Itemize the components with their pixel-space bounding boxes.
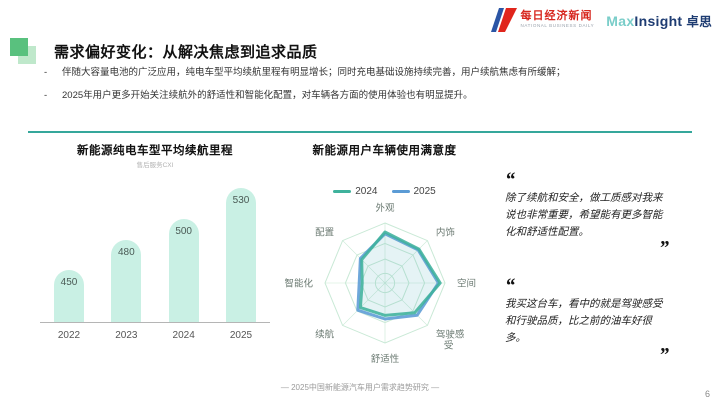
bullet-text: 2025年用户更多开始关注续航外的舒适性和智能化配置，对车辆各方面的使用体验也有…	[62, 89, 473, 101]
bullet-text: 伴随大容量电池的广泛应用，纯电车型平均续航里程有明显增长；同时充电基础设施持续完…	[62, 67, 566, 78]
quote-text: 除了续航和安全，做工质感对我来说也非常重要，希望能有更多智能化和舒适性配置。	[505, 192, 663, 238]
quote-close-icon: ”	[659, 237, 669, 260]
maxinsight-logo-insight: Insight	[634, 12, 683, 29]
quote-block: “ 除了续航和安全，做工质感对我来说也非常重要，希望能有更多智能化和舒适性配置。…	[505, 169, 669, 260]
nbd-logo-text: 每日经济新闻 NATIONAL BUSINESS DAILY	[521, 11, 595, 29]
maxinsight-logo: Max Insight 卓思	[606, 11, 712, 30]
bar-2023: 480	[111, 240, 142, 322]
radar-axis-label: 外观	[375, 202, 395, 214]
radar-legend: 2024 2025	[282, 186, 487, 197]
title-square-dark	[10, 38, 28, 56]
radar-axis-label: 内饰	[436, 227, 455, 239]
bar-chart-title: 新能源纯电车型平均续航里程	[77, 145, 233, 157]
radar-axis-label: 续航	[315, 328, 335, 340]
header-logos: 每日经济新闻 NATIONAL BUSINESS DAILY Max Insigh…	[490, 8, 712, 32]
radar-center-circle	[374, 272, 396, 294]
radar-axis-label: 驾驶感受	[436, 328, 465, 351]
quote-open-icon: “	[505, 275, 515, 298]
quote-open-icon: “	[505, 169, 515, 191]
bar-chart: 新能源纯电车型平均续航里程 售后服务CXI 450 480 500 530 2022 2…	[40, 142, 270, 362]
radar-axis-label: 配置	[315, 228, 334, 239]
maxinsight-logo-max: Max	[606, 12, 635, 29]
bar-category-label: 2023	[115, 330, 138, 341]
bullet-marker: -	[44, 89, 48, 101]
nbd-logo: 每日经济新闻 NATIONAL BUSINESS DAILY	[490, 8, 595, 32]
nbd-logo-subtitle: NATIONAL BUSINESS DAILY	[520, 23, 595, 29]
bar-2025: 530	[225, 188, 256, 322]
bar-chart-categories: 2022 2023 2024 2025	[40, 330, 270, 341]
title-row: 需求偏好变化：从解决焦虑到追求品质	[10, 38, 318, 64]
legend-label: 2024	[355, 186, 378, 197]
radar-chart-title: 新能源用户车辆使用满意度	[312, 145, 457, 157]
bar-chart-subtitle: 售后服务CXI	[136, 162, 174, 169]
legend-label: 2025	[413, 186, 436, 197]
bar-value-label: 450	[60, 277, 78, 288]
radar-axis-label: 智能化	[284, 278, 313, 290]
bar-category-label: 2022	[57, 330, 81, 341]
bar-2024: 500	[168, 219, 199, 322]
radar-series-2024	[358, 230, 442, 317]
quote-text: 我买这台车，看中的就是驾驶感受和行驶品质，比之前的油车好很多。	[505, 298, 663, 344]
nbd-logo-icon	[490, 8, 517, 32]
title-square-icon	[10, 38, 38, 64]
bar-value-label: 530	[232, 195, 250, 206]
bar-chart-bars: 450 480 500 530	[40, 178, 270, 323]
radar-axis-label: 空间	[457, 278, 476, 290]
bullet-list: - 伴随大容量电池的广泛应用，纯电车型平均续航里程有明显增长；同时充电基础设施持…	[44, 66, 704, 112]
user-quotes: “ 除了续航和安全，做工质感对我来说也非常重要，希望能有更多智能化和舒适性配置。…	[505, 169, 669, 387]
section-divider	[28, 131, 692, 133]
bar-value-label: 480	[117, 247, 135, 258]
bar-2022: 450	[54, 270, 84, 322]
legend-swatch-icon	[333, 190, 352, 193]
maxinsight-logo-cn: 卓思	[686, 14, 712, 29]
legend-item-2025: 2025	[391, 186, 436, 197]
page-number: 6	[704, 389, 710, 399]
page-title: 需求偏好变化：从解决焦虑到追求品质	[54, 43, 318, 61]
quote-close-icon: ”	[659, 343, 669, 366]
bar-category-label: 2025	[229, 330, 253, 341]
quote-block: “ 我买这台车，看中的就是驾驶感受和行驶品质，比之前的油车好很多。 ”	[505, 275, 669, 366]
nbd-logo-title: 每日经济新闻	[520, 10, 593, 23]
bullet-marker: -	[44, 67, 48, 78]
radar-axis-label: 舒适性	[371, 353, 400, 365]
legend-swatch-icon	[391, 190, 410, 193]
radar-chart: 新能源用户车辆使用满意度 2024 2025 外观内饰空间驾驶感受舒适性 续航 智能化…	[282, 142, 487, 392]
bar-category-label: 2024	[172, 330, 195, 341]
bullet-item: - 2025年用户更多开始关注续航外的舒适性和智能化配置，对车辆各方面的使用体验…	[44, 89, 704, 103]
bullet-item: - 伴随大容量电池的广泛应用，纯电车型平均续航里程有明显增长；同时充电基础设施持…	[44, 66, 704, 80]
bar-value-label: 500	[175, 226, 192, 237]
legend-item-2024: 2024	[333, 186, 378, 197]
footer-source: — 2025中国新能源汽车用户需求趋势研究 —	[280, 383, 440, 392]
